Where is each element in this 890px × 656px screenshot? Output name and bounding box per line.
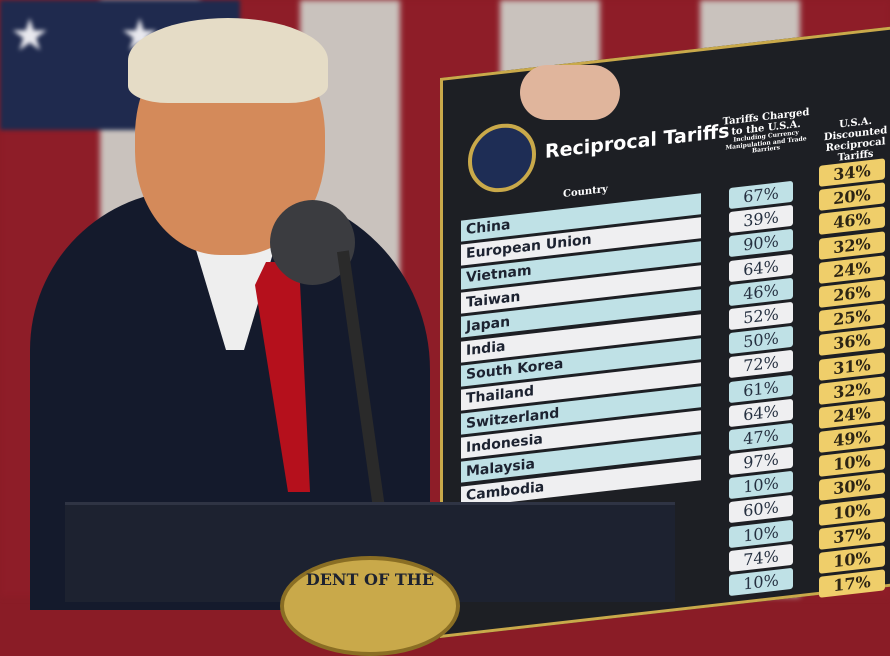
country-list: China European Union Vietnam Taiwan Japan Ind… (461, 191, 701, 509)
charged-value: 60% (729, 495, 793, 524)
charged-value: 64% (729, 398, 793, 427)
charged-value: 10% (729, 567, 793, 597)
charged-value: 72% (729, 350, 793, 379)
discounted-value: 32% (819, 230, 885, 260)
charged-value: 74% (729, 543, 793, 572)
charged-list: 67% 39% 90% 64% 46% 52% 50% 72% 61% 64% 47% 97% 10% 6… (729, 180, 793, 599)
charged-value: 50% (729, 325, 793, 355)
charged-value: 67% (729, 180, 793, 210)
charged-value: 10% (729, 471, 793, 500)
charged-value: 97% (729, 446, 793, 476)
header-tariffs-charged: Tariffs Charged to the U.S.A. Including C… (721, 107, 811, 159)
charged-value: 47% (729, 422, 793, 451)
discounted-value: 36% (819, 327, 885, 357)
charged-value: 90% (729, 229, 793, 258)
hand (520, 65, 620, 120)
discounted-value: 30% (819, 472, 885, 502)
discounted-value: 17% (819, 569, 885, 599)
charged-value: 46% (729, 277, 793, 306)
podium-seal: DENT OF THE (280, 556, 460, 656)
discounted-value: 10% (819, 496, 885, 526)
discounted-value: 31% (819, 351, 885, 381)
board-title: Reciprocal Tariffs (545, 120, 730, 164)
header-country: Country (563, 183, 608, 200)
discounted-value: 46% (819, 206, 885, 236)
charged-value: 52% (729, 301, 793, 331)
charged-value: 10% (729, 519, 793, 548)
discounted-value: 24% (819, 255, 885, 284)
speaker-hair (128, 18, 328, 103)
discounted-value: 32% (819, 375, 885, 405)
charged-value: 64% (729, 253, 793, 282)
charged-value: 61% (729, 374, 793, 403)
discounted-list: 34% 20% 46% 32% 24% 26% 25% 36% 31% 32% 24% 49% 10% 3… (819, 158, 885, 601)
charged-value: 39% (729, 204, 793, 234)
star-icon: ★ (10, 10, 50, 61)
presidential-seal-icon (468, 120, 536, 196)
